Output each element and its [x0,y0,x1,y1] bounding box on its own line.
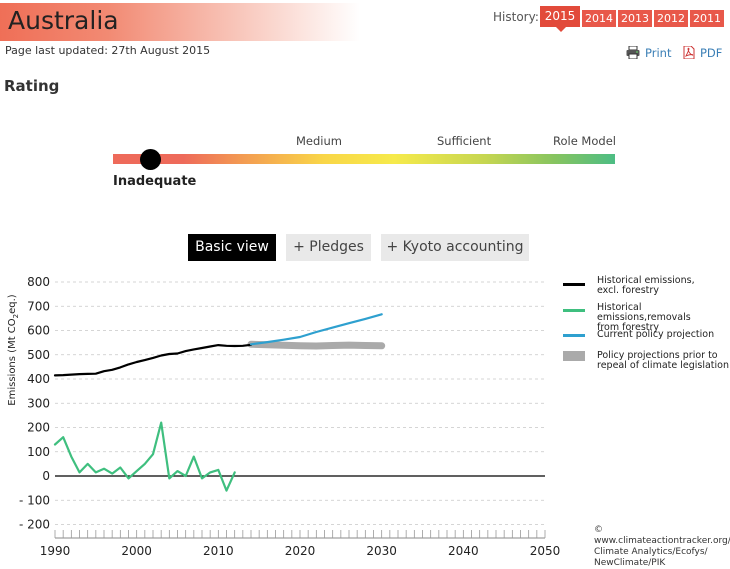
emissions-chart: - 200 - 100 0 100 200 300 400 500 600 700 800 1990… [7,275,560,558]
rating-heading: Rating [4,77,60,95]
legend-swatch-current-policy [563,334,585,337]
legend-swatch-forestry [563,309,585,312]
history-tab-2015[interactable]: 2015 [540,6,580,27]
x-tick-label: 2020 [285,544,316,558]
pdf-icon [683,45,695,60]
chart-series [53,313,386,492]
legend-label-current-policy: Current policy projection [597,329,715,340]
y-tick-label: 500 [27,348,50,362]
history-tab-2014[interactable]: 2014 [582,10,616,27]
y-axis-label: Emissions (Mt CO2eq.) [7,294,20,406]
y-tick-label: 200 [27,421,50,435]
x-tick-label: 2050 [530,544,560,558]
history-tab-2011[interactable]: 2011 [690,10,724,27]
history-label: History: [493,10,539,24]
series-line-3 [247,340,386,350]
history-tab-2012[interactable]: 2012 [654,10,688,27]
y-tick-label: 600 [27,324,50,338]
title-band [0,3,360,41]
print-button[interactable]: Print [626,45,672,60]
y-tick-label: 300 [27,396,50,410]
copyright-credit: © www.climateactiontracker.org/ Climate … [594,525,730,568]
rating-marker [140,149,161,170]
rating-label-role-model: Role Model [553,134,616,148]
pdf-label: PDF [700,46,723,60]
basic-view-button[interactable]: Basic view [188,234,276,261]
x-tick-label: 2000 [121,544,152,558]
rating-scale-bar [113,154,615,164]
y-tick-labels: - 200 - 100 0 100 200 300 400 500 600 700 800 [19,275,50,532]
last-updated-text: Page last updated: 27th August 2015 [5,44,211,57]
rating-label-sufficient: Sufficient [437,134,492,148]
legend-label-forestry: Historical emissions,removals from fores… [597,302,691,333]
x-tick-label: 2030 [366,544,397,558]
rating-label-medium: Medium [296,134,342,148]
y-tick-label: 100 [27,445,50,459]
y-tick-label: 400 [27,372,50,386]
y-tick-label: 700 [27,299,50,313]
y-tick-label: 800 [27,275,50,289]
legend-swatch-prior-policy [563,351,585,361]
history-selected-caret [556,27,566,32]
legend-label-historical: Historical emissions, excl. forestry [597,275,695,296]
rating-current-label: Inadequate [113,174,197,189]
series-line-1 [53,421,236,492]
y-tick-label: 0 [42,469,50,483]
pdf-button[interactable]: PDF [683,45,723,60]
legend-swatch-historical [563,283,585,286]
page-title: Australia [8,6,119,35]
chart-gridlines [55,281,545,525]
series-line-2 [249,313,383,346]
x-tick-label: 2010 [203,544,234,558]
x-axis: 1990 2000 2010 2020 2030 2040 2050 [40,530,560,558]
kyoto-accounting-button[interactable]: + Kyoto accounting [381,234,529,261]
history-tab-2013[interactable]: 2013 [618,10,652,27]
pledges-button[interactable]: + Pledges [286,234,371,261]
print-label: Print [645,46,672,60]
y-tick-label: - 200 [19,518,50,532]
y-tick-label: - 100 [19,493,50,507]
series-line-0 [53,343,253,377]
x-tick-label: 2040 [448,544,479,558]
x-tick-label: 1990 [40,544,71,558]
printer-icon [626,45,640,60]
legend-label-prior-policy: Policy projections prior to repeal of cl… [597,350,730,371]
